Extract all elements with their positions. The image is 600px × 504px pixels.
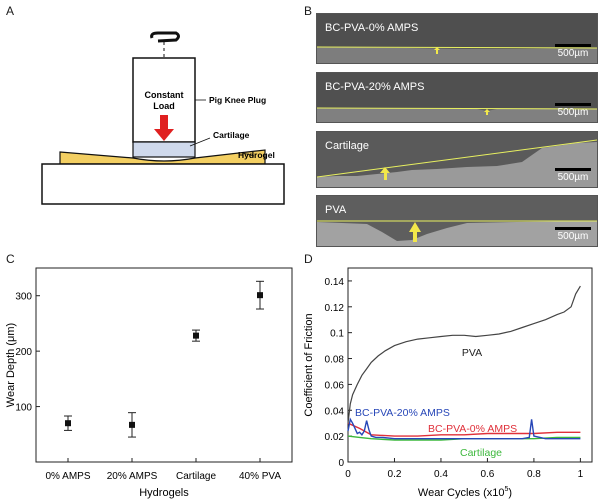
base-block bbox=[41, 163, 285, 205]
label-pig-knee-plug: Pig Knee Plug bbox=[209, 95, 266, 105]
chart-d-ytick-label: 0.02 bbox=[325, 432, 345, 443]
annotation-pva: PVA bbox=[462, 347, 482, 359]
scale-bar-cartilage: 500µm bbox=[555, 168, 591, 183]
micrograph-cartilage-surface bbox=[317, 132, 597, 187]
annotation-cartilage: Cartilage bbox=[460, 447, 502, 459]
chart-d-ytick-label: 0.04 bbox=[325, 406, 345, 417]
scale-bar-0: 500µm bbox=[555, 44, 591, 59]
label-load: Load bbox=[153, 101, 175, 111]
chart-c-point bbox=[257, 292, 263, 299]
chart-d-ytick-label: 0 bbox=[338, 458, 344, 469]
micrograph-label-20: BC-PVA-20% AMPS bbox=[325, 81, 425, 93]
chart-d-xtick-label: 1 bbox=[578, 469, 584, 480]
leader-line-hydrogel bbox=[242, 152, 255, 157]
chart-c-frame bbox=[35, 267, 293, 463]
scale-bar-pva: 500µm bbox=[555, 227, 591, 242]
micrograph-label-pva: PVA bbox=[325, 204, 347, 216]
chart-c-xtick-label: 40% PVA bbox=[239, 471, 281, 482]
micrograph-label-0: BC-PVA-0% AMPS bbox=[325, 22, 419, 34]
label-cartilage: Cartilage bbox=[213, 130, 250, 140]
micrograph-pva: PVA 500µm bbox=[316, 195, 598, 247]
chart-d-xtick-label: 0 bbox=[345, 469, 351, 480]
micrograph-bc-pva-0-amps: BC-PVA-0% AMPS 500µm bbox=[316, 13, 598, 64]
micrograph-bc-pva-20-amps: BC-PVA-20% AMPS 500µm bbox=[316, 72, 598, 123]
label-constant: Constant bbox=[145, 90, 184, 100]
marker-arrow-cartilage bbox=[380, 167, 390, 180]
chart-d-ytick-label: 0.08 bbox=[325, 355, 345, 366]
annotation-bc-pva-20: BC-PVA-20% AMPS bbox=[355, 407, 450, 419]
leader-line-cartilage bbox=[189, 137, 211, 147]
panel-letter-a: A bbox=[6, 4, 15, 18]
chart-c-xtick-label: Cartilage bbox=[176, 471, 216, 482]
micrograph-pva-surface bbox=[317, 196, 597, 246]
micrograph-cartilage: Cartilage 500µm bbox=[316, 131, 598, 188]
chart-c-ytick-label: 300 bbox=[15, 292, 32, 303]
chart-c-point bbox=[65, 420, 71, 427]
chart-d-xtick-label: 0.8 bbox=[527, 469, 541, 480]
chart-d-ytick-label: 0.06 bbox=[325, 380, 345, 391]
panel-letter-b: B bbox=[304, 4, 313, 18]
label-hydrogel: Hydrogel bbox=[238, 150, 275, 160]
chart-c-ytick-label: 200 bbox=[15, 347, 32, 358]
series-line-bc-pva-20-amps bbox=[347, 417, 581, 440]
marker-arrow-pva bbox=[409, 222, 421, 242]
micrograph-20-surface bbox=[317, 73, 597, 122]
chart-d-xtick-label: 0.2 bbox=[388, 469, 402, 480]
panel-letter-d: D bbox=[304, 252, 313, 266]
load-hook-icon bbox=[150, 31, 180, 43]
cartilage-layer bbox=[132, 141, 196, 158]
chart-c-ylabel: Wear Depth (μm) bbox=[5, 323, 17, 407]
chart-d-xtick-label: 0.4 bbox=[434, 469, 448, 480]
chart-d-ytick-label: 0.1 bbox=[330, 329, 344, 340]
chart-d-xlabel: Wear Cycles (x105) bbox=[418, 486, 512, 499]
panel-letter-c: C bbox=[6, 252, 15, 266]
chart-d-ylabel: Coefficient of Friction bbox=[303, 313, 315, 416]
wear-depth-chart: 100 200 300 0% AMPS 20% AMPS Cartilage 40% PV… bbox=[5, 267, 293, 499]
chart-c-xtick-label: 0% AMPS bbox=[45, 471, 90, 482]
chart-c-point bbox=[129, 421, 135, 428]
chart-d-frame bbox=[347, 267, 593, 463]
chart-c-point bbox=[193, 332, 199, 339]
series-line-bc-pva-0-amps bbox=[347, 422, 581, 437]
series-line-pva bbox=[347, 285, 581, 424]
micrograph-label-cartilage: Cartilage bbox=[325, 140, 370, 152]
chart-d-ytick-label: 0.12 bbox=[325, 303, 345, 314]
annotation-bc-pva-0: BC-PVA-0% AMPS bbox=[428, 423, 517, 435]
force-arrow-shaft bbox=[160, 115, 168, 130]
chart-c-ytick-label: 100 bbox=[15, 403, 32, 414]
marker-arrow-20 bbox=[484, 109, 490, 115]
chart-c-xtick-label: 20% AMPS bbox=[107, 471, 158, 482]
force-arrow-head bbox=[154, 129, 174, 141]
chart-d-ytick-label: 0.14 bbox=[325, 277, 345, 288]
micrograph-0-surface bbox=[317, 14, 597, 63]
chart-c-xlabel: Hydrogels bbox=[139, 487, 189, 499]
marker-arrow-0 bbox=[434, 47, 440, 54]
hydrogel-layer bbox=[59, 149, 266, 165]
wear-test-schematic: Constant Load Pig Knee Plug Cartilage Hy… bbox=[41, 31, 285, 205]
chart-d-xtick-label: 0.6 bbox=[480, 469, 494, 480]
friction-chart: 0 0.02 0.04 0.06 0.08 0.1 0.12 0.14 0 0.2 0.4 0.6 0… bbox=[303, 267, 593, 499]
scale-bar-20: 500µm bbox=[555, 103, 591, 118]
